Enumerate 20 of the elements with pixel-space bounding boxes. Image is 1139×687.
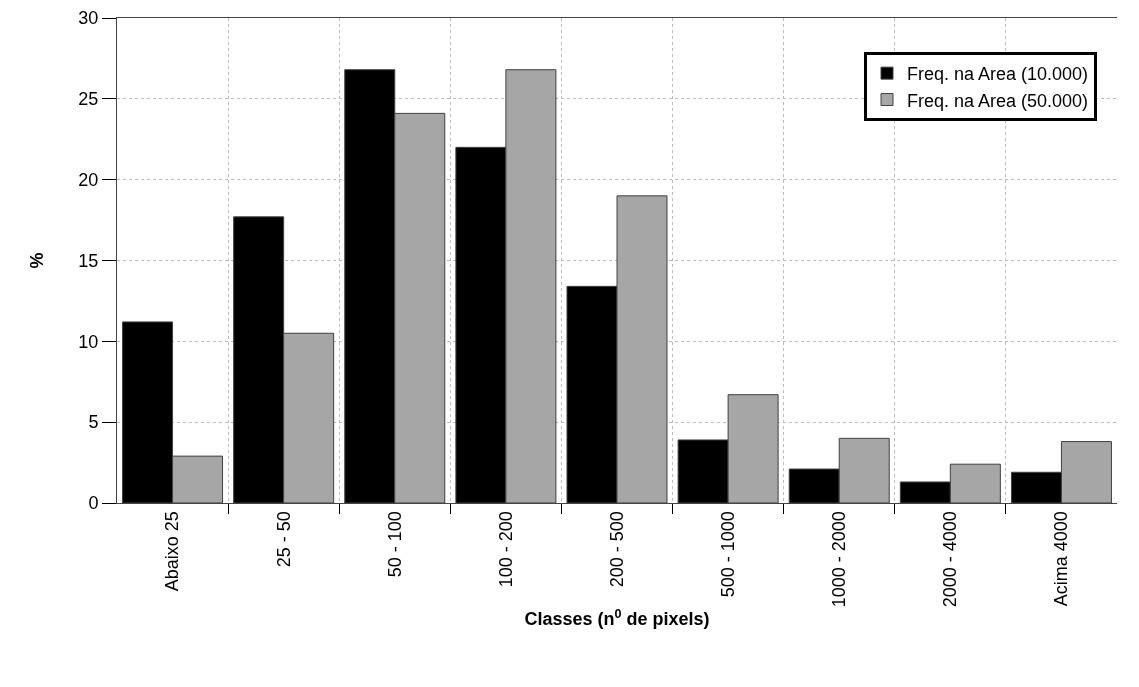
x-tick-label: 200 - 500 [606, 511, 627, 588]
y-tick-label: 25 [78, 89, 99, 110]
legend-label: Freq. na Area (50.000) [907, 90, 1089, 111]
x-axis-title: Classes (n$^{0}$ de pixels) [524, 606, 710, 630]
x-tick-label: 2000 - 4000 [940, 511, 961, 608]
y-tick-label: 30 [78, 8, 99, 29]
x-tick-label: Abaixo 25 [162, 511, 183, 592]
y-axis-title: % [26, 252, 47, 269]
y-tick-label: 10 [78, 331, 99, 352]
y-tick-label: 20 [78, 169, 99, 190]
y-tick-label: 15 [78, 250, 99, 271]
x-tick-label: 25 - 50 [273, 511, 294, 568]
x-tick-label: 50 - 100 [384, 511, 405, 578]
y-tick-label: 5 [88, 412, 99, 433]
y-tick-label: 0 [88, 493, 99, 514]
legend-label: Freq. na Area (10.000) [907, 64, 1089, 85]
x-tick-label: 100 - 200 [495, 511, 516, 588]
x-tick-label: 1000 - 2000 [829, 511, 850, 608]
x-tick-label: Acima 4000 [1051, 511, 1072, 607]
x-tick-label: 500 - 1000 [717, 511, 738, 598]
